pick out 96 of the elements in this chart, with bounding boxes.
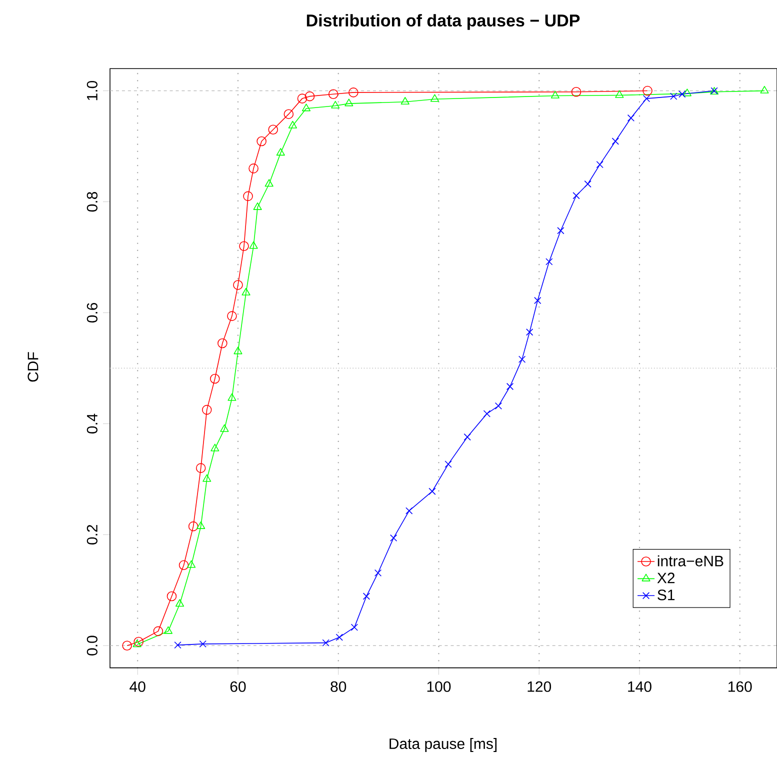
point: [534, 296, 542, 304]
point: [350, 624, 358, 631]
point: [297, 94, 308, 104]
point: [571, 86, 582, 97]
x-tick-label: 160: [728, 681, 752, 692]
point: [227, 311, 237, 321]
point: [642, 94, 650, 102]
point: [304, 91, 315, 102]
point: [374, 569, 382, 577]
point: [256, 136, 266, 146]
point: [239, 241, 249, 252]
x-tick-label: 80: [330, 681, 346, 692]
y-tick-label: 0.6: [86, 302, 98, 323]
x-tick-label: 120: [528, 681, 552, 692]
legend-label: X2: [657, 572, 675, 584]
point: [302, 104, 311, 112]
point: [557, 227, 564, 234]
point: [228, 393, 236, 401]
point: [322, 639, 330, 646]
point: [428, 488, 436, 495]
point: [760, 86, 769, 94]
point: [400, 96, 410, 105]
x-axis-title: Data pause [ms]: [390, 738, 497, 752]
point: [264, 179, 274, 187]
point: [572, 192, 580, 200]
point: [328, 89, 338, 100]
y-tick-label: 1.0: [86, 80, 98, 100]
point: [584, 180, 592, 188]
point: [612, 138, 619, 145]
point: [218, 338, 228, 348]
point: [483, 410, 490, 418]
point: [243, 191, 253, 202]
point: [406, 507, 413, 514]
y-tick-label: 0.8: [86, 192, 98, 212]
point: [210, 444, 220, 452]
x-tick-label: 140: [628, 681, 652, 692]
point: [233, 280, 243, 290]
point: [242, 288, 250, 296]
point: [122, 640, 132, 651]
point: [615, 90, 624, 98]
point: [188, 521, 198, 532]
point: [331, 100, 340, 108]
point: [166, 591, 177, 602]
point: [234, 346, 242, 354]
y-tick-label: 0.4: [86, 414, 98, 434]
chart-title: Distribution of data pauses − UDP: [306, 14, 580, 30]
x-tick-label: 100: [427, 681, 451, 692]
y-tick-label: 0.0: [86, 636, 98, 656]
point: [276, 148, 285, 156]
point: [202, 404, 212, 415]
point: [506, 382, 514, 390]
point: [268, 124, 278, 135]
point: [253, 202, 262, 210]
point: [642, 86, 652, 96]
y-tick-label: 0.2: [86, 524, 98, 544]
point: [196, 463, 206, 473]
point: [164, 626, 173, 634]
point: [178, 560, 189, 570]
point: [682, 88, 692, 96]
point: [153, 626, 164, 636]
point: [348, 88, 358, 98]
point: [526, 328, 534, 336]
point: [248, 164, 258, 174]
point: [288, 120, 297, 128]
point: [344, 98, 354, 106]
point: [444, 460, 452, 468]
point: [196, 521, 206, 529]
legend-label: S1: [658, 590, 675, 600]
point: [546, 258, 553, 266]
point: [175, 599, 184, 607]
legend-label: intra−eNB: [658, 555, 724, 566]
x-tick-label: 60: [230, 681, 246, 692]
point: [430, 94, 440, 102]
point: [627, 114, 635, 122]
point: [494, 402, 502, 410]
point: [336, 634, 343, 641]
point: [199, 640, 206, 648]
point: [596, 160, 604, 168]
point: [134, 636, 144, 647]
point: [678, 90, 686, 98]
point: [132, 640, 142, 648]
point: [284, 109, 294, 119]
y-axis-title: CDF: [28, 352, 38, 382]
point: [390, 534, 398, 542]
point: [220, 424, 229, 432]
point: [202, 474, 212, 482]
point: [174, 641, 182, 649]
point: [670, 92, 678, 100]
point: [362, 592, 370, 600]
x-tick-label: 40: [130, 681, 146, 692]
point: [210, 374, 220, 384]
point: [550, 90, 560, 98]
point: [249, 241, 258, 249]
point: [187, 560, 196, 568]
point: [464, 433, 471, 441]
point: [518, 356, 526, 363]
